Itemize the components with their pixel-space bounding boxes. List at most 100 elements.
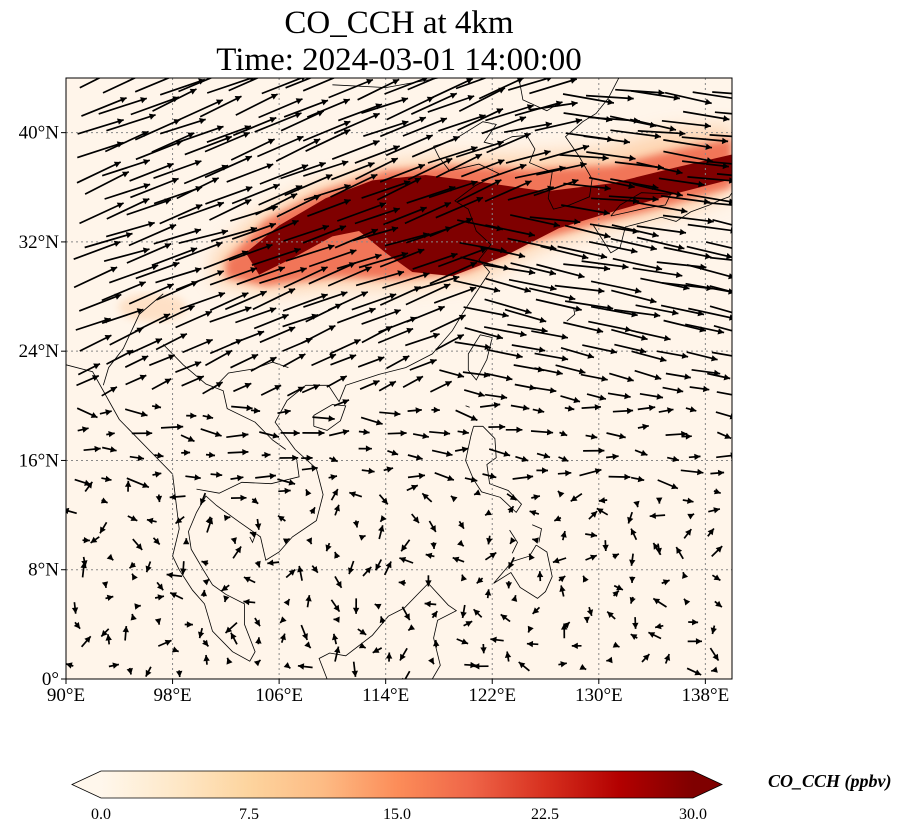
wind-vector-arrow [657, 479, 679, 490]
wind-vector-arrow [455, 78, 488, 90]
wind-vector-arrow [591, 197, 640, 205]
wind-vector-arrow [686, 351, 718, 362]
wind-vector-arrow [510, 214, 561, 228]
wind-vector-arrow [583, 447, 605, 454]
wind-vector-arrow [410, 92, 458, 115]
wind-vector-arrow [204, 349, 233, 367]
wind-vector-arrow [480, 643, 487, 654]
wind-vector-arrow [685, 406, 697, 413]
wind-vector-arrow [254, 112, 302, 133]
wind-vector-arrow [664, 653, 671, 664]
wind-vector-arrow [510, 262, 557, 276]
wind-vector-arrow [104, 183, 151, 200]
wind-vector-arrow [259, 326, 296, 344]
wind-vector-arrow [652, 597, 667, 608]
wind-vector-arrow [99, 521, 108, 534]
wind-vector-arrow [284, 174, 333, 197]
wind-vector-arrow [300, 624, 308, 641]
wind-vector-arrow [186, 412, 197, 419]
wind-vector-arrow [255, 637, 262, 645]
wind-vector-arrow [155, 332, 188, 351]
wind-vector-arrow [687, 513, 695, 520]
wind-vector-arrow [175, 310, 213, 329]
wind-vector-arrow [406, 305, 446, 323]
wind-vector-arrow [692, 91, 732, 100]
wind-vector-arrow [558, 661, 567, 668]
wind-vector-arrow [378, 380, 397, 392]
wind-vector-arrow [486, 348, 523, 359]
wind-vector-arrow [462, 371, 491, 378]
wind-vector-arrow [226, 163, 274, 183]
wind-vector-arrow [303, 160, 349, 177]
wind-vector-arrow [277, 478, 296, 486]
wind-vector-arrow [505, 426, 523, 433]
wind-vector-arrow [354, 145, 401, 164]
wind-vector-arrow [454, 446, 469, 453]
wind-vector-arrow [283, 662, 291, 670]
wind-vector-arrow [129, 162, 174, 182]
wind-vector-arrow [529, 510, 540, 516]
wind-vector-arrow [326, 375, 348, 388]
wind-vector-arrow [279, 616, 287, 624]
wind-vector-arrow [429, 261, 478, 285]
wind-vector-arrow [230, 494, 247, 502]
wind-vector-arrow [230, 138, 275, 161]
co-plume-core [245, 154, 732, 277]
wind-vector-arrow [260, 384, 282, 396]
wind-vector-arrow [303, 291, 348, 308]
wind-vector-arrow [479, 402, 501, 409]
wind-vector-arrow [637, 404, 656, 411]
wind-vector-arrow [379, 515, 387, 523]
wind-vector-arrow [182, 338, 214, 354]
wind-vector-arrow [529, 78, 578, 95]
wind-vector-arrow [580, 373, 608, 382]
wind-vector-arrow [154, 452, 164, 459]
wind-vector-arrow [253, 659, 262, 667]
wind-vector-arrow [709, 305, 732, 314]
wind-vector-arrow [457, 108, 504, 132]
wind-vector-arrow [464, 326, 504, 340]
wind-vector-arrow [715, 411, 732, 420]
colorbar-outline [71, 770, 723, 799]
wind-vector-arrow [536, 161, 587, 176]
wind-vector-arrow [160, 423, 184, 431]
wind-vector-arrow [705, 241, 732, 250]
wind-vector-arrow [636, 236, 685, 251]
coastline-segment [332, 78, 440, 89]
wind-vector-arrow [518, 661, 530, 672]
wind-vector-arrow [204, 155, 253, 179]
wind-vector-arrow [429, 314, 466, 333]
wind-vector-arrow [330, 162, 375, 181]
wind-vector-arrow [463, 306, 509, 318]
wind-vector-arrow [427, 95, 475, 113]
wind-vector-arrow [226, 657, 233, 665]
wind-vector-arrow [427, 146, 478, 164]
wind-vector-arrow [259, 267, 307, 285]
wind-vector-arrow [641, 653, 651, 663]
wind-vector-arrow [333, 399, 350, 407]
colorbar-bar [101, 771, 693, 798]
wind-vector-arrow [407, 472, 426, 480]
wind-vector-arrow [663, 139, 713, 150]
wind-vector-arrow [526, 640, 539, 648]
wind-vector-arrow [81, 97, 127, 117]
wind-vector-arrow [608, 473, 631, 481]
wind-vector-arrow [332, 633, 339, 645]
wind-vector-arrow [555, 364, 586, 375]
wind-vector-arrow [588, 240, 638, 254]
wind-vector-arrow [183, 538, 190, 545]
wind-vector-arrow [407, 157, 453, 181]
wind-vector-arrow [485, 104, 534, 122]
wind-vector-arrow [561, 204, 610, 216]
wind-vector-arrow [122, 626, 129, 641]
wind-vector-arrow [484, 589, 492, 599]
wind-vector-arrow [411, 135, 460, 158]
wind-vector-arrow [253, 313, 289, 330]
wind-vector-arrow [661, 119, 711, 129]
wind-vector-arrow [259, 431, 280, 439]
wind-vector-arrow [223, 514, 231, 522]
wind-vector-arrow [252, 288, 296, 311]
wind-vector-arrow [435, 333, 465, 351]
colorbar-tick-label: 30.0 [679, 806, 707, 823]
